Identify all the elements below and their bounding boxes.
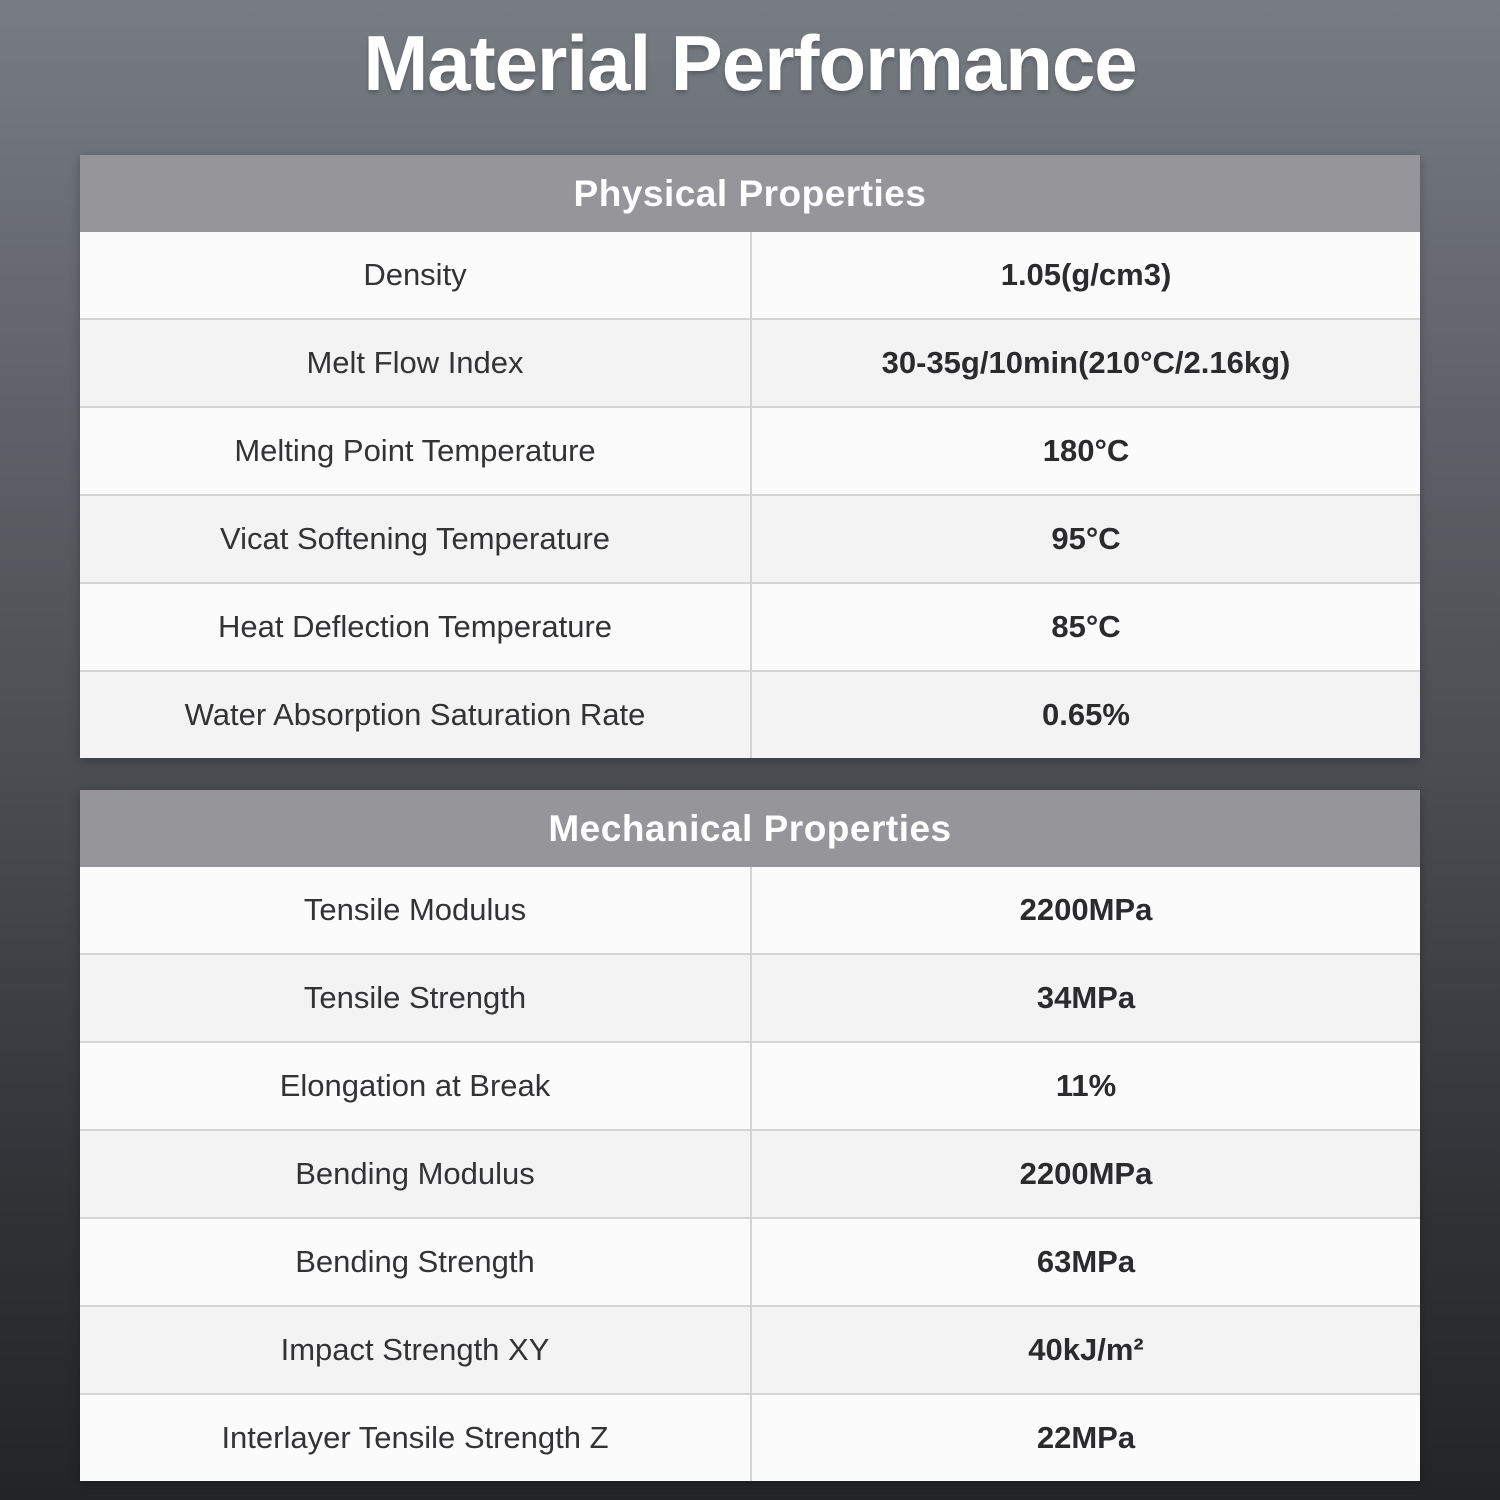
property-value: 2200MPa bbox=[1019, 892, 1153, 927]
mechanical-properties-table: Mechanical Properties Tensile Modulus 22… bbox=[80, 790, 1420, 1481]
property-label: Melting Point Temperature bbox=[80, 408, 752, 494]
table-row: Elongation at Break 11% bbox=[80, 1041, 1420, 1129]
property-value: 95°C bbox=[1051, 521, 1121, 556]
property-label: Elongation at Break bbox=[80, 1043, 752, 1129]
property-label: Vicat Softening Temperature bbox=[80, 496, 752, 582]
property-label: Bending Strength bbox=[80, 1219, 752, 1305]
table-header-mechanical: Mechanical Properties bbox=[80, 790, 1420, 867]
property-label: Interlayer Tensile Strength Z bbox=[80, 1395, 752, 1481]
property-value: 40kJ/m² bbox=[1028, 1332, 1144, 1367]
table-row: Impact Strength XY 40kJ/m² bbox=[80, 1305, 1420, 1393]
table-body: Density 1.05(g/cm3) Melt Flow Index 30-3… bbox=[80, 232, 1420, 758]
table-row: Heat Deflection Temperature 85°C bbox=[80, 582, 1420, 670]
physical-properties-table: Physical Properties Density 1.05(g/cm3) … bbox=[80, 155, 1420, 758]
property-label: Bending Modulus bbox=[80, 1131, 752, 1217]
table-header-physical: Physical Properties bbox=[80, 155, 1420, 232]
property-label: Heat Deflection Temperature bbox=[80, 584, 752, 670]
property-value: 0.65% bbox=[1042, 697, 1130, 732]
table-row: Density 1.05(g/cm3) bbox=[80, 232, 1420, 318]
property-label: Tensile Modulus bbox=[80, 867, 752, 953]
property-label: Water Absorption Saturation Rate bbox=[80, 672, 752, 758]
table-body: Tensile Modulus 2200MPa Tensile Strength… bbox=[80, 867, 1420, 1481]
property-value: 63MPa bbox=[1036, 1244, 1136, 1279]
table-row: Vicat Softening Temperature 95°C bbox=[80, 494, 1420, 582]
property-value: 180°C bbox=[1042, 433, 1130, 468]
property-label: Density bbox=[80, 232, 752, 318]
table-row: Bending Strength 63MPa bbox=[80, 1217, 1420, 1305]
table-row: Melting Point Temperature 180°C bbox=[80, 406, 1420, 494]
page-title: Material Performance bbox=[363, 19, 1137, 107]
property-label: Tensile Strength bbox=[80, 955, 752, 1041]
property-value: 85°C bbox=[1051, 609, 1121, 644]
property-value: 22MPa bbox=[1036, 1420, 1136, 1455]
table-row: Tensile Strength 34MPa bbox=[80, 953, 1420, 1041]
property-label: Impact Strength XY bbox=[80, 1307, 752, 1393]
table-row: Interlayer Tensile Strength Z 22MPa bbox=[80, 1393, 1420, 1481]
table-row: Water Absorption Saturation Rate 0.65% bbox=[80, 670, 1420, 758]
property-value: 11% bbox=[1055, 1068, 1117, 1103]
property-value: 2200MPa bbox=[1019, 1156, 1153, 1191]
table-row: Melt Flow Index 30-35g/10min(210°C/2.16k… bbox=[80, 318, 1420, 406]
table-row: Tensile Modulus 2200MPa bbox=[80, 867, 1420, 953]
table-row: Bending Modulus 2200MPa bbox=[80, 1129, 1420, 1217]
property-value: 34MPa bbox=[1036, 980, 1136, 1015]
property-value: 1.05(g/cm3) bbox=[1000, 257, 1172, 292]
property-value: 30-35g/10min(210°C/2.16kg) bbox=[881, 345, 1291, 380]
property-label: Melt Flow Index bbox=[80, 320, 752, 406]
